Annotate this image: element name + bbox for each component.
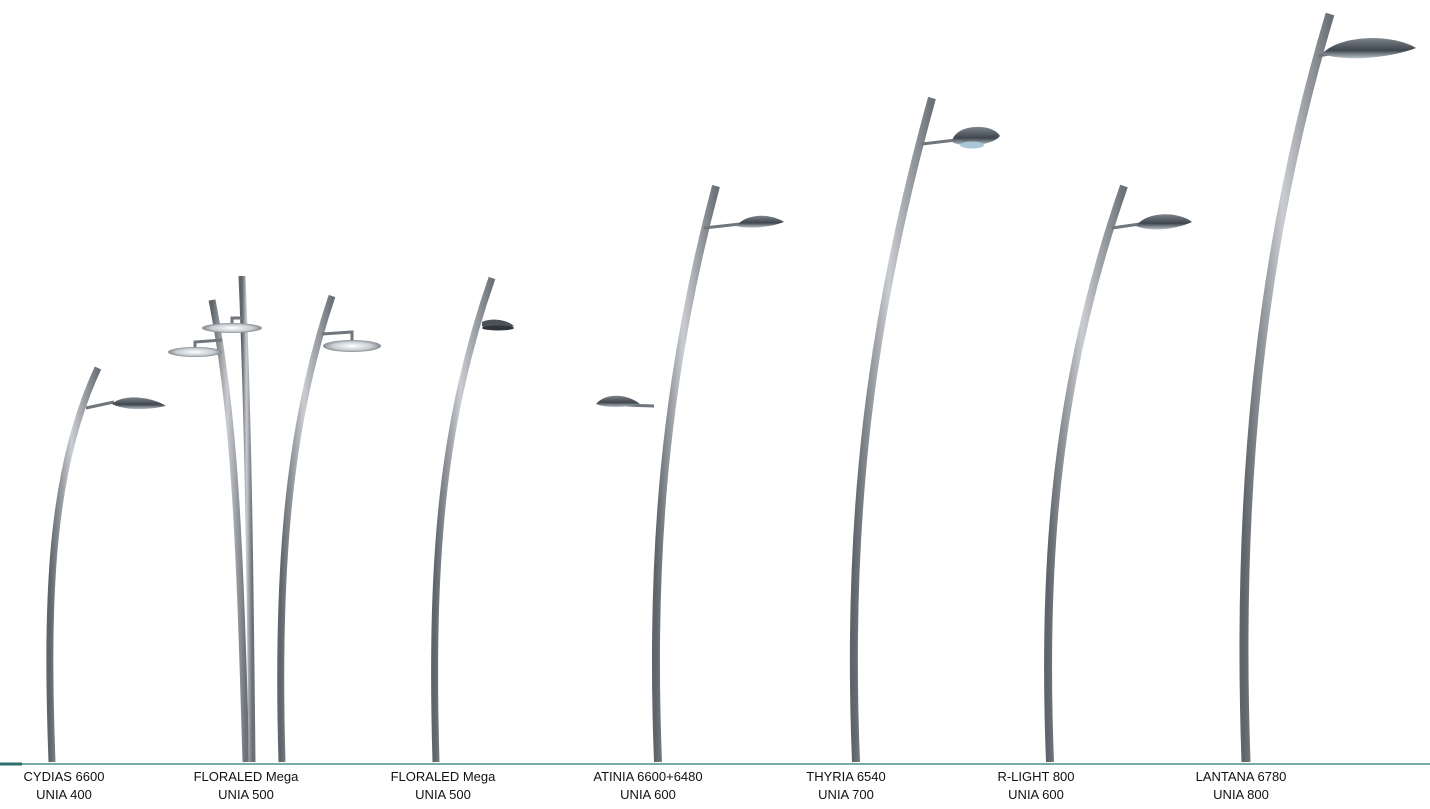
pole-thyria-6540 <box>849 96 1000 763</box>
lamp-head-r-light <box>1136 214 1192 230</box>
lamp-disc-floraled-left <box>168 347 222 357</box>
lamp-head-cydias <box>112 397 166 410</box>
product-name: CYDIAS 6600 <box>23 769 105 784</box>
pole-floraled-mega-group <box>168 275 381 763</box>
caption-cydias-6600: CYDIAS 6600 UNIA 400 <box>0 768 164 804</box>
product-name: ATINIA 6600+6480 <box>593 769 703 784</box>
product-model: UNIA 800 <box>1213 787 1269 802</box>
lamp-disc-floraled-center <box>202 323 262 333</box>
lamp-head-lantana <box>1322 38 1416 59</box>
lamp-disc-floraled-right <box>323 340 381 352</box>
product-model: UNIA 500 <box>218 787 274 802</box>
caption-thyria-6540: THYRIA 6540 UNIA 700 <box>746 768 946 804</box>
product-name: FLORALED Mega <box>193 769 299 784</box>
product-model: UNIA 500 <box>415 787 471 802</box>
product-name: FLORALED Mega <box>390 769 496 784</box>
caption-r-light-800: R-LIGHT 800 UNIA 600 <box>936 768 1136 804</box>
pole-r-light-800 <box>1043 184 1192 763</box>
product-model: UNIA 600 <box>1008 787 1064 802</box>
product-name: R-LIGHT 800 <box>997 769 1075 784</box>
product-model: UNIA 400 <box>36 787 92 802</box>
product-model: UNIA 700 <box>818 787 874 802</box>
caption-floraled-mega-single: FLORALED Mega UNIA 500 <box>343 768 543 804</box>
caption-atinia-6600-6480: ATINIA 6600+6480 UNIA 600 <box>548 768 748 804</box>
product-model: UNIA 600 <box>620 787 676 802</box>
pole-lantana-6780 <box>1239 12 1416 763</box>
lamp-head-thyria <box>952 126 1000 146</box>
product-name: LANTANA 6780 <box>1195 769 1287 784</box>
ground-line-accent <box>0 762 22 766</box>
pole-cydias-6600 <box>46 366 166 763</box>
lamp-head-atinia-top <box>736 215 784 228</box>
lamp-head-atinia-side <box>596 395 640 407</box>
caption-lantana-6780: LANTANA 6780 UNIA 800 <box>1141 768 1341 804</box>
pole-atinia-6600-6480 <box>596 184 784 763</box>
caption-floraled-mega-group: FLORALED Mega UNIA 500 <box>146 768 346 804</box>
product-name: THYRIA 6540 <box>806 769 886 784</box>
pole-floraled-mega-single <box>431 276 514 763</box>
